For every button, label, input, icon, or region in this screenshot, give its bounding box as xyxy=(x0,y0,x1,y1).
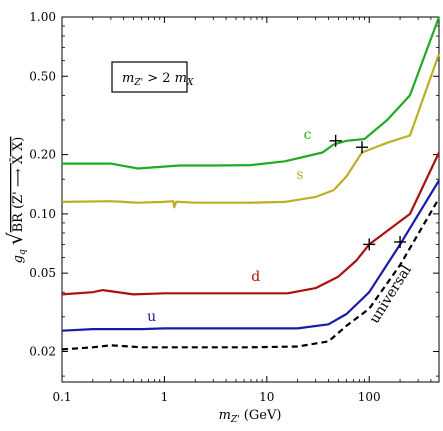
x-axis-ticks: 0.1 1 10 100 xyxy=(52,17,432,404)
x-axis-title: mZ' (GeV) xyxy=(219,408,282,425)
y-axis-ticks: 0.02 0.05 0.10 0.20 0.50 1.00 xyxy=(29,10,439,377)
y-tick-label: 0.02 xyxy=(29,345,56,359)
x-tick-label: 1 xyxy=(161,390,169,404)
series-label-c: c xyxy=(304,127,312,143)
series-label-universal: universal xyxy=(367,262,416,326)
annotation-text: mZ' > 2 mX xyxy=(122,71,194,88)
series-label-layer: c s d u universal xyxy=(147,127,415,326)
plot-frame xyxy=(61,16,440,383)
constraint-annotation: mZ' > 2 mX xyxy=(111,61,194,93)
series-label-d: d xyxy=(251,269,260,285)
y-tick-label: 0.10 xyxy=(29,207,56,221)
series-line-c xyxy=(62,16,441,170)
y-axis-title: gq √BR (Z' ⟶ X̄ X) xyxy=(3,137,28,264)
y-tick-label: 0.20 xyxy=(29,148,56,162)
series-label-s: s xyxy=(296,167,303,183)
x-tick-label: 0.1 xyxy=(52,390,71,404)
series-label-u: u xyxy=(147,309,156,325)
x-tick-label: 100 xyxy=(358,390,381,404)
series-line-d xyxy=(61,152,440,296)
y-tick-label: 0.50 xyxy=(29,69,56,83)
y-tick-label: 0.05 xyxy=(29,266,56,280)
marker-layer xyxy=(329,134,407,251)
x-tick-label: 10 xyxy=(259,390,274,404)
y-tick-label: 1.00 xyxy=(29,10,56,24)
svg-text:gq √BR (Z' ⟶ X̄ X): gq √BR (Z' ⟶ X̄ X) xyxy=(3,137,28,264)
series-line-u xyxy=(61,179,440,332)
